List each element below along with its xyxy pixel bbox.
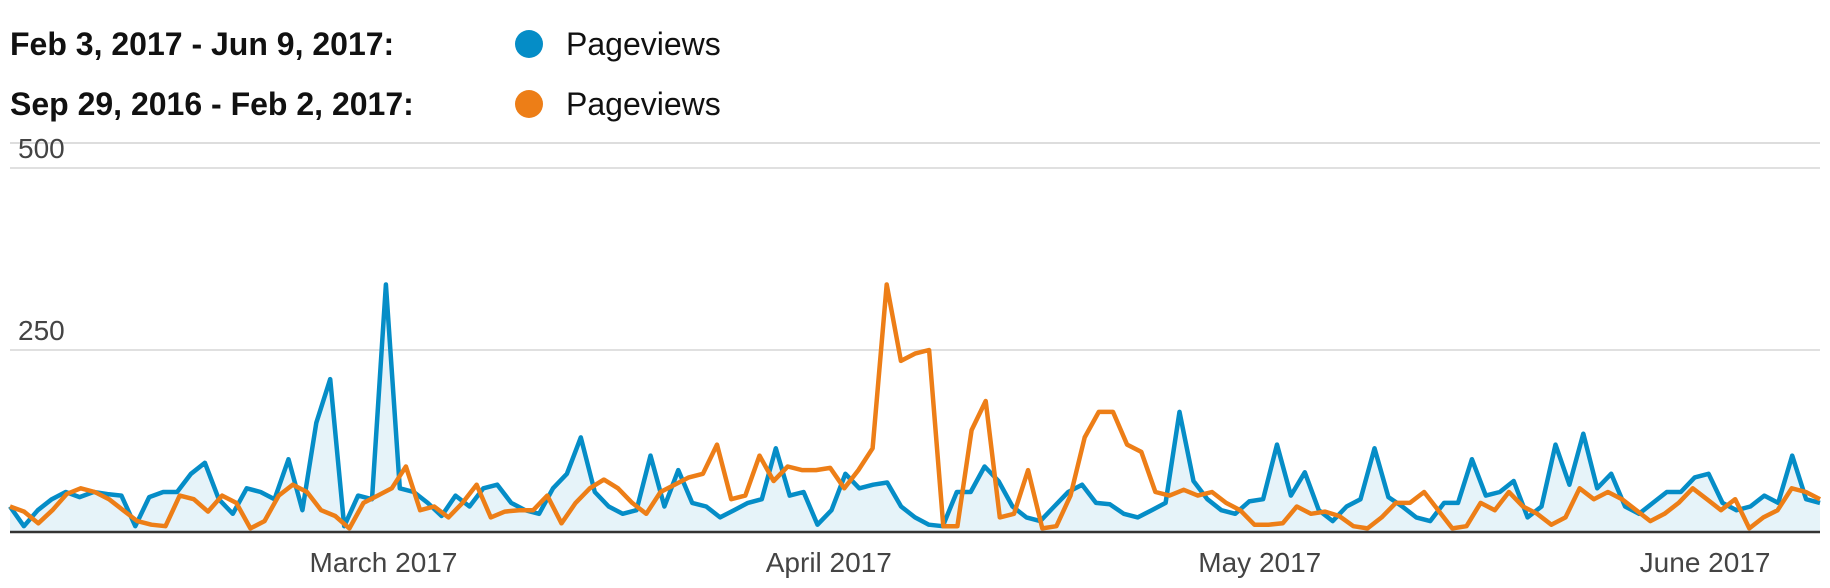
series-line-current[interactable] xyxy=(8,282,1821,529)
y-tick-label: 250 xyxy=(18,315,65,346)
series-color-dot xyxy=(515,30,543,58)
x-tick-label: April 2017 xyxy=(766,547,892,578)
x-tick-label: March 2017 xyxy=(310,547,458,578)
legend-series-name: Pageviews xyxy=(566,86,721,122)
x-tick-label: May 2017 xyxy=(1198,547,1321,578)
y-tick-label: 500 xyxy=(18,133,65,164)
legend-date-range: Sep 29, 2016 - Feb 2, 2017: xyxy=(10,86,414,122)
legend-date-range: Feb 3, 2017 - Jun 9, 2017: xyxy=(10,26,395,62)
series-line-previous[interactable] xyxy=(9,282,1822,531)
series-area-current xyxy=(10,284,1820,532)
x-tick-label: June 2017 xyxy=(1640,547,1771,578)
series-color-dot xyxy=(515,90,543,118)
legend-series-name: Pageviews xyxy=(566,26,721,62)
